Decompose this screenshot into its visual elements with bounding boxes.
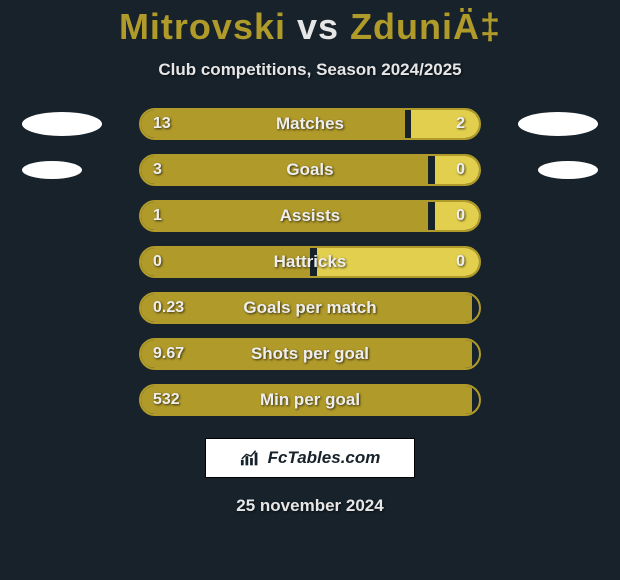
vs-separator: vs [297, 6, 339, 47]
player2-name: ZduniÄ‡ [350, 6, 501, 47]
player1-name: Mitrovski [119, 6, 286, 47]
stat-bar: 9.67Shots per goal [139, 338, 481, 370]
stat-label: Assists [141, 202, 479, 230]
stat-row: 00Hattricks [0, 246, 620, 278]
stat-label: Hattricks [141, 248, 479, 276]
stat-bar: 10Assists [139, 200, 481, 232]
stat-label: Min per goal [141, 386, 479, 414]
stat-row: 9.67Shots per goal [0, 338, 620, 370]
stat-bar: 132Matches [139, 108, 481, 140]
footer-logo-text: FcTables.com [268, 448, 381, 468]
stat-row: 532Min per goal [0, 384, 620, 416]
stat-row: 0.23Goals per match [0, 292, 620, 324]
stat-row: 30Goals [0, 154, 620, 186]
stat-label: Goals [141, 156, 479, 184]
stat-label: Goals per match [141, 294, 479, 322]
stat-bar: 00Hattricks [139, 246, 481, 278]
subtitle: Club competitions, Season 2024/2025 [0, 60, 620, 80]
player1-icon [22, 161, 82, 179]
stat-row: 132Matches [0, 108, 620, 140]
footer-logo: FcTables.com [205, 438, 415, 478]
player2-icon [518, 112, 598, 136]
stat-bar: 532Min per goal [139, 384, 481, 416]
stat-label: Matches [141, 110, 479, 138]
comparison-title: Mitrovski vs ZduniÄ‡ [0, 0, 620, 48]
stat-row: 10Assists [0, 200, 620, 232]
stat-label: Shots per goal [141, 340, 479, 368]
footer-date: 25 november 2024 [0, 496, 620, 516]
stat-bar: 30Goals [139, 154, 481, 186]
player2-icon [538, 161, 598, 179]
stat-bar: 0.23Goals per match [139, 292, 481, 324]
stat-rows-container: 132Matches 30Goals 10Assists 00Hattricks 0.2… [0, 108, 620, 416]
chart-icon [240, 449, 262, 467]
player1-icon [22, 112, 102, 136]
